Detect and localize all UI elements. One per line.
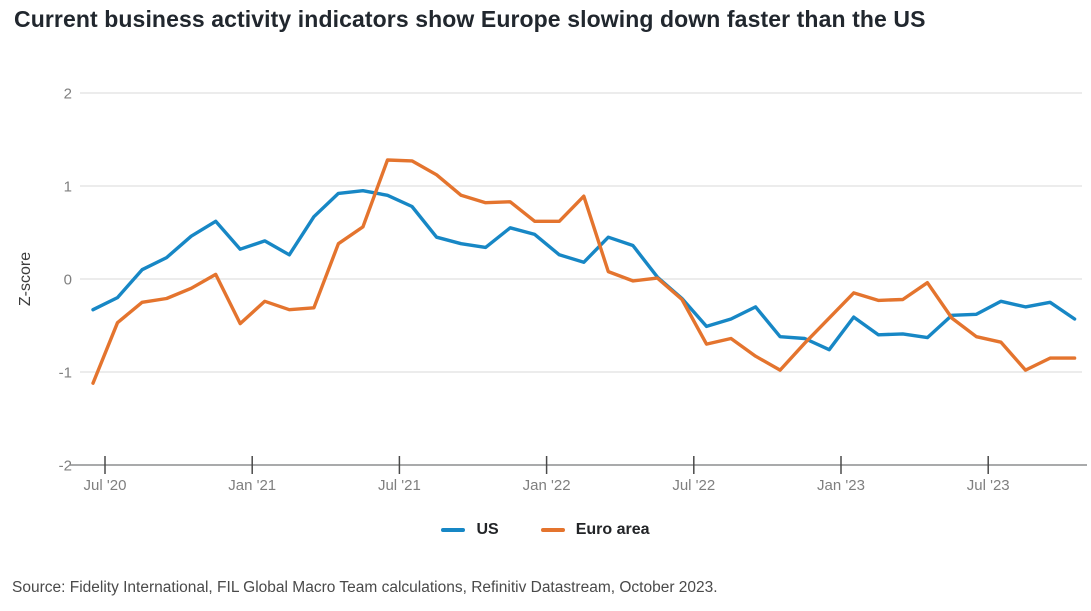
source-attribution: Source: Fidelity International, FIL Glob… (12, 579, 718, 596)
x-tick-label: Jan '23 (817, 477, 865, 494)
x-tick-label: Jul '23 (967, 477, 1010, 494)
us-line (91, 188, 1077, 352)
x-tick-label: Jan '21 (228, 477, 276, 494)
y-tick-label: 0 (64, 271, 72, 288)
x-tick-label: Jul '21 (378, 477, 421, 494)
x-tick-label: Jul '22 (672, 477, 715, 494)
euro-area-line (91, 158, 1077, 385)
y-axis-title: Z-score (17, 252, 34, 306)
y-tick-label: 2 (64, 85, 72, 102)
chart-title: Current business activity indicators sho… (14, 6, 926, 32)
y-tick-label: -2 (59, 457, 72, 474)
legend-item-us: US (441, 521, 499, 539)
x-tick-label: Jul '20 (84, 477, 127, 494)
legend: US Euro area (0, 521, 1091, 539)
y-tick-label: 1 (64, 178, 72, 195)
us-line-swatch (441, 528, 466, 532)
line-chart: 2 1 0 -1 -2 Z-score Jul '20 Jan '21 Jul '21 Jan '… (17, 85, 1087, 494)
legend-label-euro-area: Euro area (575, 521, 650, 538)
y-tick-label: -1 (59, 364, 72, 381)
euro-area-line-swatch (540, 528, 565, 532)
legend-label-us: US (476, 521, 499, 538)
legend-item-euro-area: Euro area (540, 521, 650, 539)
x-tick-label: Jan '22 (523, 477, 571, 494)
